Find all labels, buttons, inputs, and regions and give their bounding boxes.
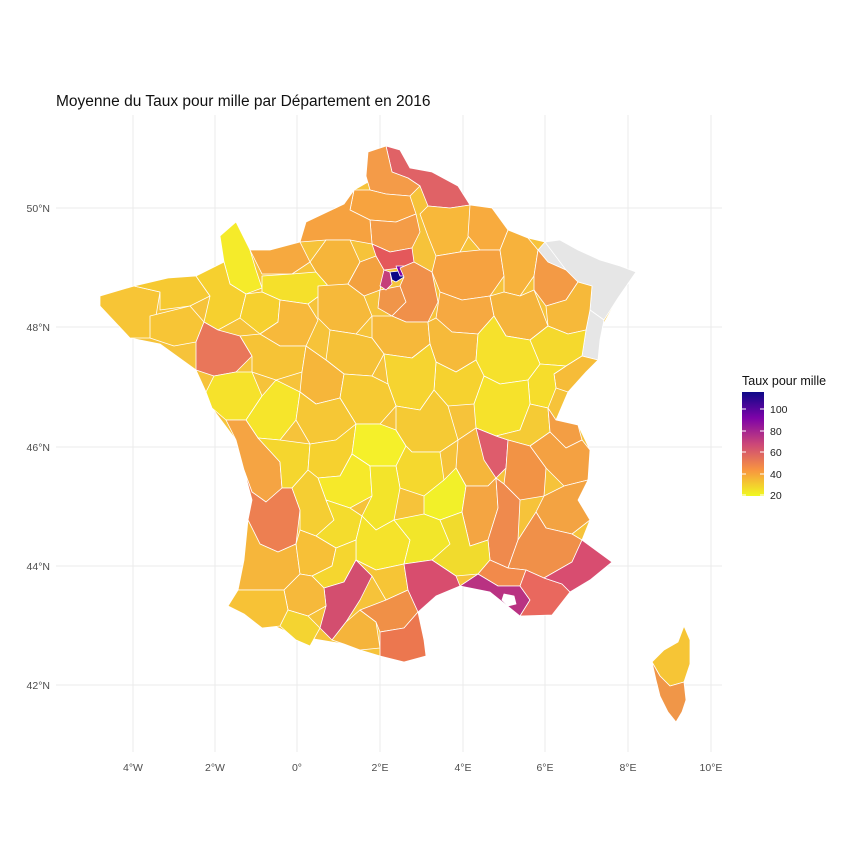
y-axis: 50°N 48°N 46°N 44°N 42°N <box>27 203 50 692</box>
dept-marne <box>431 249 505 301</box>
legend: Taux pour mille 100 80 60 40 20 <box>742 374 826 502</box>
y-tick-50n: 50°N <box>27 203 50 215</box>
y-tick-42n: 42°N <box>27 680 50 692</box>
legend-label-100: 100 <box>770 404 788 416</box>
legend-title: Taux pour mille <box>742 374 826 388</box>
x-tick-2w: 2°W <box>205 762 225 774</box>
y-tick-44n: 44°N <box>27 561 50 573</box>
y-tick-48n: 48°N <box>27 322 50 334</box>
dept-eure-et-loir <box>317 283 373 335</box>
dept-pyrenees-atlantiques <box>227 589 289 629</box>
x-tick-4w: 4°W <box>123 762 143 774</box>
dept-alpes-maritimes <box>543 539 613 593</box>
legend-colorbar <box>742 392 764 496</box>
map-title: Moyenne du Taux pour mille par Départeme… <box>56 93 431 110</box>
dept-seine-maritime <box>299 189 373 245</box>
legend-label-20: 20 <box>770 490 782 502</box>
dept-herault <box>403 559 461 613</box>
dept-gironde <box>243 469 301 553</box>
dept-pyrenees-orientales <box>379 611 427 663</box>
legend-label-40: 40 <box>770 469 782 481</box>
legend-label-80: 80 <box>770 426 782 438</box>
x-tick-6e: 6°E <box>536 762 553 774</box>
dept-puy-de-dome <box>395 445 445 497</box>
legend-ticks <box>742 408 764 496</box>
dept-allier <box>395 389 459 453</box>
x-axis: 4°W 2°W 0° 2°E 4°E 6°E 8°E 10°E <box>123 762 722 774</box>
x-tick-0: 0° <box>292 762 302 774</box>
dept-cotes-armor <box>133 275 211 311</box>
dept-ardennes <box>467 204 509 251</box>
dept-haute-garonne <box>319 559 373 641</box>
dept-hautes-pyrenees <box>279 609 321 647</box>
x-tick-8e: 8°E <box>619 762 636 774</box>
dept-ariege <box>331 609 381 651</box>
y-tick-46n: 46°N <box>27 442 50 454</box>
etang-de-berre <box>501 593 517 607</box>
departments <box>99 145 691 723</box>
dept-pas-de-calais <box>365 145 421 197</box>
x-tick-4e: 4°E <box>454 762 471 774</box>
dept-corse-du-sud <box>651 661 687 723</box>
x-tick-2e: 2°E <box>371 762 388 774</box>
legend-label-60: 60 <box>770 447 782 459</box>
x-tick-10e: 10°E <box>700 762 723 774</box>
dept-hauts-de-seine <box>379 269 393 291</box>
